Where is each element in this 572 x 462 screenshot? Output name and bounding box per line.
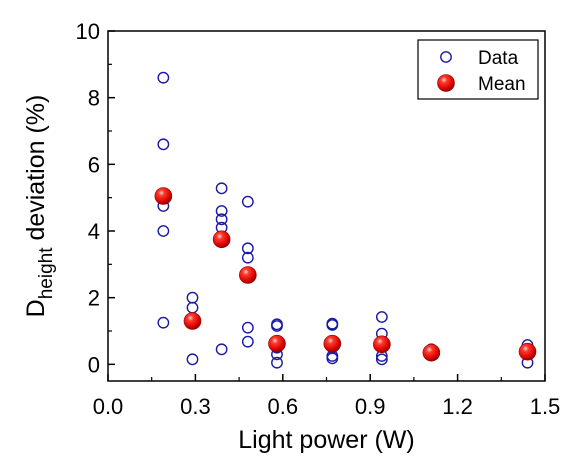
legend-data-label: Data xyxy=(478,48,519,69)
x-tick-label: 0.6 xyxy=(268,394,299,419)
x-axis-title: Light power (W) xyxy=(238,426,414,454)
legend-box xyxy=(417,39,539,100)
mean-point xyxy=(268,334,286,353)
y-title-rest: deviation (%) xyxy=(22,95,50,248)
data-point xyxy=(271,320,283,332)
y-title-main: D xyxy=(22,299,50,317)
y-tick-label: 2 xyxy=(88,286,100,311)
mean-point xyxy=(239,266,257,284)
data-point xyxy=(157,225,170,237)
mean-points xyxy=(154,187,537,362)
mean-point xyxy=(154,187,173,205)
data-point xyxy=(157,71,170,84)
data-point xyxy=(157,138,170,151)
y-title-subscript: height xyxy=(36,247,57,299)
mean-point xyxy=(212,230,231,249)
data-point xyxy=(186,291,199,304)
mean-point xyxy=(183,312,202,330)
x-tick-label: 1.2 xyxy=(442,394,473,419)
data-point xyxy=(215,343,228,356)
data-point xyxy=(375,311,388,323)
mean-point xyxy=(323,334,342,353)
mean-point xyxy=(422,343,441,362)
data-point xyxy=(157,316,170,329)
mean-point xyxy=(373,335,391,354)
y-tick-label: 10 xyxy=(76,19,100,44)
y-tick-label: 0 xyxy=(88,352,100,377)
data-points xyxy=(157,71,534,369)
data-point xyxy=(241,321,254,334)
data-point xyxy=(241,195,254,208)
data-point xyxy=(271,356,283,369)
data-point xyxy=(186,353,199,366)
x-tick-label: 0.3 xyxy=(180,394,211,419)
y-tick-label: 4 xyxy=(88,219,100,244)
legend-mean-marker xyxy=(437,74,455,92)
data-point xyxy=(241,251,254,264)
data-point xyxy=(241,335,254,348)
mean-point xyxy=(518,342,537,361)
legend: Data Mean xyxy=(417,39,539,100)
data-point xyxy=(215,205,228,217)
y-tick-label: 6 xyxy=(88,152,100,177)
y-axis: 0 2 4 6 8 10 xyxy=(76,19,115,377)
y-tick-label: 8 xyxy=(88,86,100,111)
data-point xyxy=(326,319,339,331)
data-point xyxy=(215,182,228,195)
data-point xyxy=(375,353,388,366)
x-tick-label: 0.9 xyxy=(355,394,386,419)
y-axis-title: Dheight deviation (%) xyxy=(22,95,57,318)
legend-data-marker xyxy=(440,51,452,63)
data-point xyxy=(215,213,228,226)
x-tick-label: 0.0 xyxy=(93,394,124,419)
data-point xyxy=(326,352,339,365)
x-tick-label: 1.5 xyxy=(530,394,561,419)
legend-mean-label: Mean xyxy=(478,74,526,95)
data-point xyxy=(186,301,199,314)
x-axis: 0.0 0.3 0.6 0.9 1.2 1.5 xyxy=(93,374,561,419)
data-point xyxy=(241,242,254,255)
